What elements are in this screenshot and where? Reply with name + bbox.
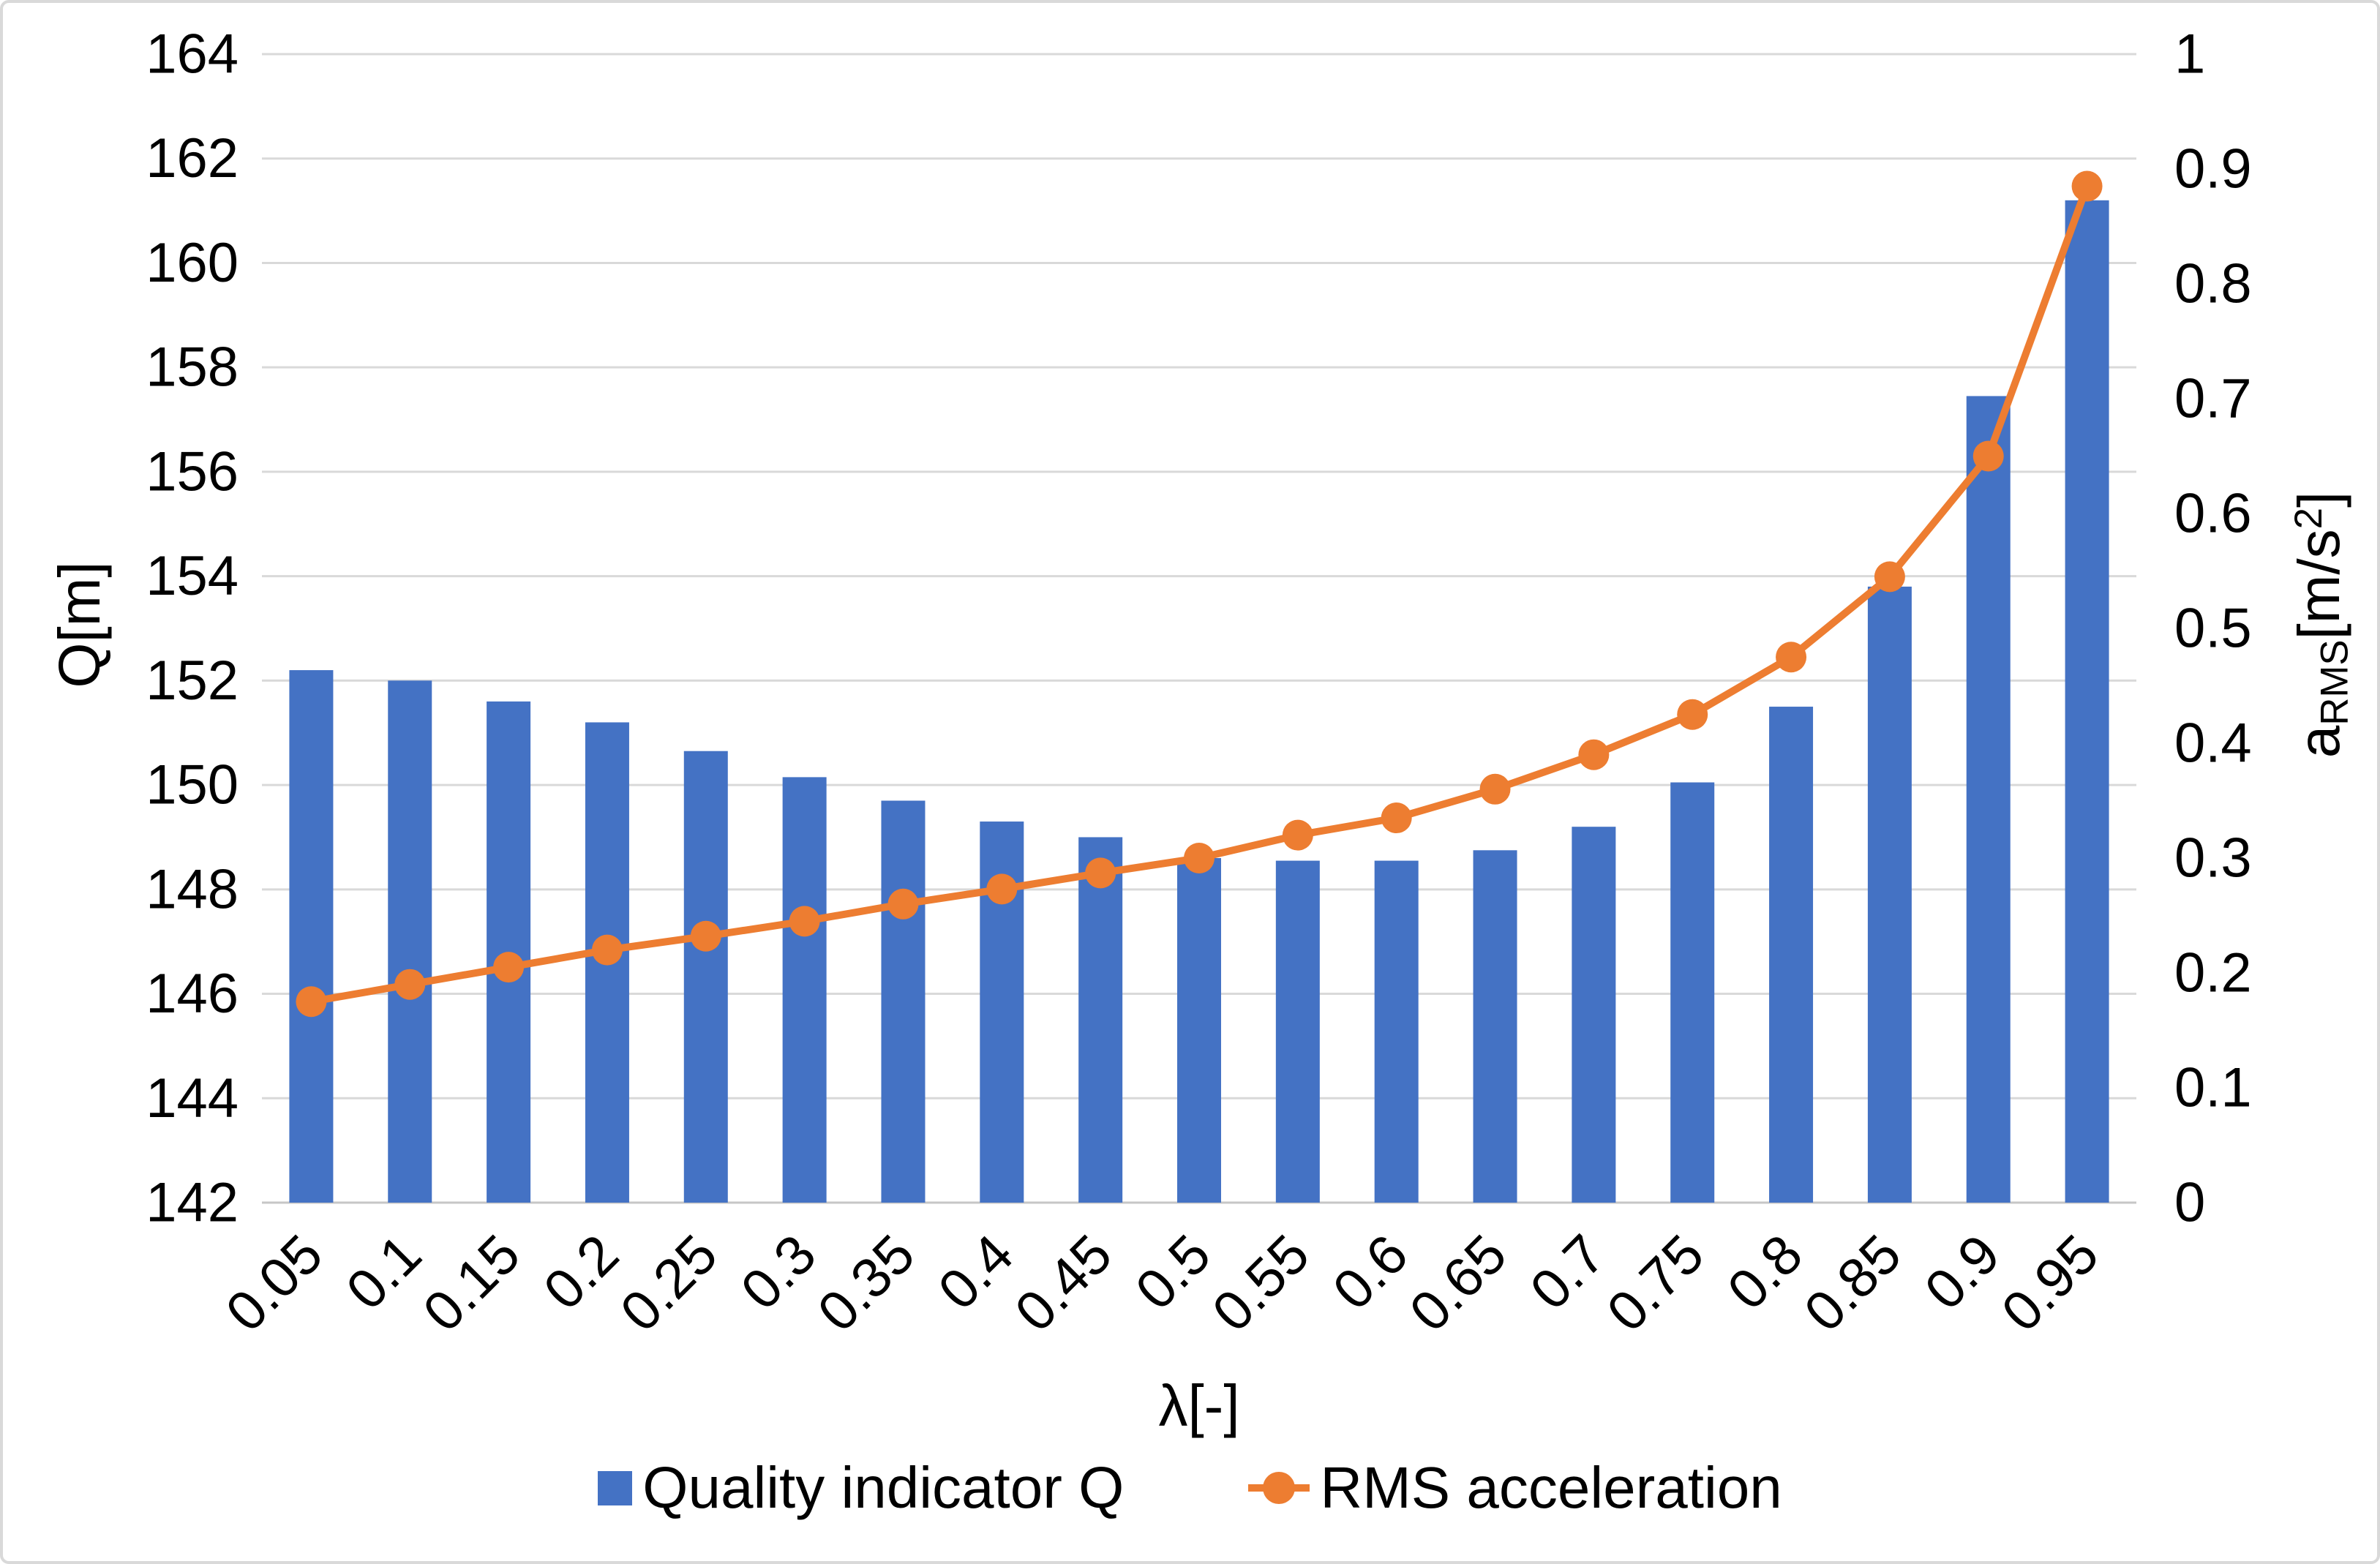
right-axis-tick-0: 0	[2174, 1172, 2205, 1234]
rms-marker-0.45	[1085, 857, 1116, 889]
rms-marker-0.5	[1184, 843, 1215, 873]
x-axis-tick-0.85: 0.85	[1792, 1223, 1913, 1344]
left-axis-tick-146: 146	[146, 963, 239, 1025]
rms-marker-0.05	[296, 986, 327, 1018]
left-axis-tick-160: 160	[146, 232, 239, 294]
legend-item-quality-indicator: Quality indicator Q	[598, 1459, 1124, 1517]
right-axis-tick-0.9: 0.9	[2174, 138, 2252, 200]
right-axis-title-sup: 2	[2287, 507, 2331, 530]
x-axis-title: λ[-]	[1158, 1373, 1240, 1438]
rms-marker-0.9	[1972, 440, 2004, 472]
rms-marker-0.3	[789, 906, 820, 937]
left-axis-title: Q[m]	[47, 561, 112, 688]
bar-0.5	[1177, 858, 1221, 1203]
right-axis-tick-0.8: 0.8	[2174, 253, 2252, 315]
combo-chart-canvas: 164 162 160 158 156 154 152 150 148 146 144 142 1 0.9…	[146, 23, 2252, 1344]
bar-0.45	[1078, 837, 1123, 1203]
left-axis-tick-150: 150	[146, 754, 239, 816]
left-axis-tick-144: 144	[146, 1067, 239, 1129]
rms-marker-0.6	[1381, 802, 1412, 834]
bar-0.6	[1374, 860, 1419, 1203]
rms-marker-0.8	[1776, 642, 1807, 673]
rms-marker-0.15	[493, 952, 525, 983]
right-axis-title-sub: RMS	[2313, 639, 2357, 726]
x-axis-tick-0.95: 0.95	[1990, 1223, 2111, 1344]
right-axis-title-base: a	[2286, 725, 2351, 759]
x-axis-tick-0.45: 0.45	[1003, 1223, 1124, 1344]
bar-0.25	[683, 751, 728, 1203]
right-axis-title-end: ]	[2286, 491, 2351, 508]
bar-0.8	[1769, 707, 1814, 1203]
left-axis-tick-148: 148	[146, 858, 239, 920]
rms-marker-0.2	[591, 934, 623, 966]
legend-item-rms-acceleration: RMS acceleration	[1248, 1459, 1782, 1517]
bar-0.65	[1473, 850, 1517, 1203]
legend-label-quality-indicator: Quality indicator Q	[642, 1455, 1125, 1520]
left-axis-tick-158: 158	[146, 337, 239, 399]
bar-0.95	[2065, 200, 2109, 1203]
right-axis-tick-0.1: 0.1	[2174, 1057, 2252, 1119]
left-axis-tick-142: 142	[146, 1172, 239, 1234]
x-axis-tick-0.55: 0.55	[1201, 1223, 1321, 1344]
left-axis-tick-154: 154	[146, 545, 239, 607]
right-axis-tick-0.6: 0.6	[2174, 483, 2252, 545]
right-axis-tick-1: 1	[2174, 23, 2205, 86]
legend: Quality indicator Q RMS acceleration	[3, 1459, 2377, 1517]
bar-0.35	[881, 800, 926, 1203]
right-axis-tick-0.2: 0.2	[2174, 942, 2252, 1004]
rms-marker-0.95	[2071, 170, 2103, 202]
x-axis-tick-0.65: 0.65	[1398, 1223, 1519, 1344]
bar-0.85	[1867, 586, 1912, 1203]
rms-marker-0.7	[1578, 739, 1610, 770]
rms-marker-0.75	[1677, 699, 1708, 730]
bar-0.55	[1275, 860, 1320, 1203]
rms-marker-0.85	[1874, 561, 1905, 593]
bar-series-swatch-icon	[598, 1470, 633, 1505]
rms-marker-0.1	[394, 969, 426, 1000]
bar-0.3	[782, 777, 827, 1203]
right-axis-title: aRMS[m/s2]	[2286, 492, 2357, 759]
x-axis-tick-0.75: 0.75	[1596, 1223, 1716, 1344]
right-axis-tick-0.4: 0.4	[2174, 713, 2252, 775]
line-marker-swatch-icon	[1248, 1471, 1310, 1505]
bar-0.75	[1670, 782, 1715, 1203]
rms-marker-0.25	[690, 920, 721, 952]
rms-marker-0.4	[986, 873, 1018, 905]
rms-marker-0.55	[1282, 819, 1313, 851]
x-axis-tick-0.15: 0.15	[411, 1223, 532, 1344]
legend-label-rms-acceleration: RMS acceleration	[1320, 1455, 1782, 1520]
left-axis-tick-162: 162	[146, 127, 239, 189]
rms-marker-0.65	[1479, 773, 1511, 805]
line-swatch-marker-icon	[1263, 1472, 1296, 1504]
left-axis-tick-164: 164	[146, 23, 239, 86]
x-axis-tick-0.35: 0.35	[806, 1223, 927, 1344]
x-axis-tick-0.25: 0.25	[609, 1223, 729, 1344]
right-axis-title-mid: [m/s	[2286, 529, 2351, 640]
bar-0.9	[1966, 396, 2011, 1203]
x-axis-tick-0.05: 0.05	[214, 1223, 335, 1344]
rms-marker-0.35	[887, 888, 919, 920]
left-axis-tick-156: 156	[146, 440, 239, 503]
right-axis-tick-0.3: 0.3	[2174, 827, 2252, 890]
bar-0.05	[289, 670, 334, 1203]
bar-0.7	[1572, 827, 1616, 1203]
right-axis-tick-0.7: 0.7	[2174, 368, 2252, 430]
left-axis-tick-152: 152	[146, 650, 239, 712]
bar-0.1	[388, 680, 432, 1203]
right-axis-tick-0.5: 0.5	[2174, 598, 2252, 660]
